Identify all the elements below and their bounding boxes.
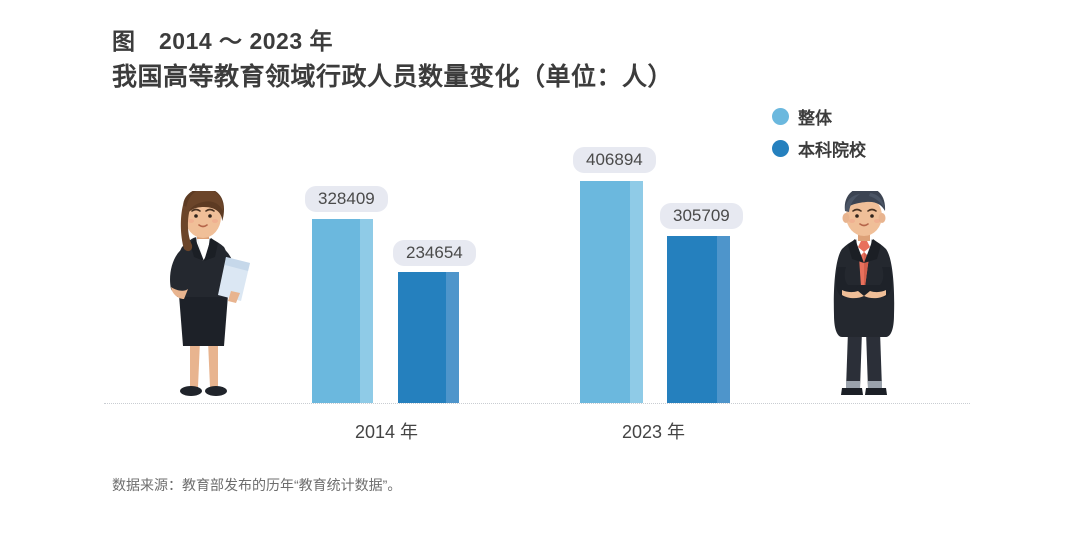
chart-legend: 整体 本科院校	[772, 102, 866, 166]
legend-label-overall: 整体	[798, 108, 832, 128]
legend-dot-icon	[772, 107, 789, 125]
category-label-2023: 2023 年	[622, 422, 686, 442]
source-footnote: 数据来源：教育部发布的历年“教育统计数据”。	[112, 477, 402, 493]
legend-label-undergraduate: 本科院校	[798, 140, 866, 160]
bar-2023-overall[interactable]	[580, 181, 643, 403]
page-title: 图 2014 ～ 2023 年 我国高等教育领域行政人员数量变化（单位：人）	[112, 26, 872, 94]
bar-edge-highlight	[446, 272, 459, 403]
bar-body	[580, 181, 630, 403]
legend-item-overall[interactable]: 整体	[772, 102, 866, 130]
businessman-illustration	[812, 191, 916, 409]
category-label-2014: 2014 年	[355, 422, 419, 442]
legend-item-undergraduate[interactable]: 本科院校	[772, 134, 866, 162]
bar-2014-undergraduate[interactable]	[398, 272, 459, 403]
bar-edge-highlight	[630, 181, 643, 403]
bar-body	[667, 236, 717, 403]
value-label-2014-overall: 328409	[305, 186, 388, 212]
bar-body	[312, 219, 360, 403]
bar-2023-undergraduate[interactable]	[667, 236, 730, 403]
axis-baseline	[104, 403, 970, 404]
value-label-2023-undergraduate: 305709	[660, 203, 743, 229]
bar-body	[398, 272, 446, 403]
title-line-2: 我国高等教育领域行政人员数量变化（单位：人）	[112, 63, 674, 91]
bar-edge-highlight	[360, 219, 373, 403]
bar-edge-highlight	[717, 236, 730, 403]
value-label-2014-undergraduate: 234654	[393, 240, 476, 266]
businesswoman-illustration	[146, 191, 254, 409]
bar-2014-overall[interactable]	[312, 219, 373, 403]
value-label-2023-overall: 406894	[573, 147, 656, 173]
title-line-1: 图 2014 ～ 2023 年	[112, 28, 334, 54]
legend-dot-icon	[772, 139, 789, 157]
